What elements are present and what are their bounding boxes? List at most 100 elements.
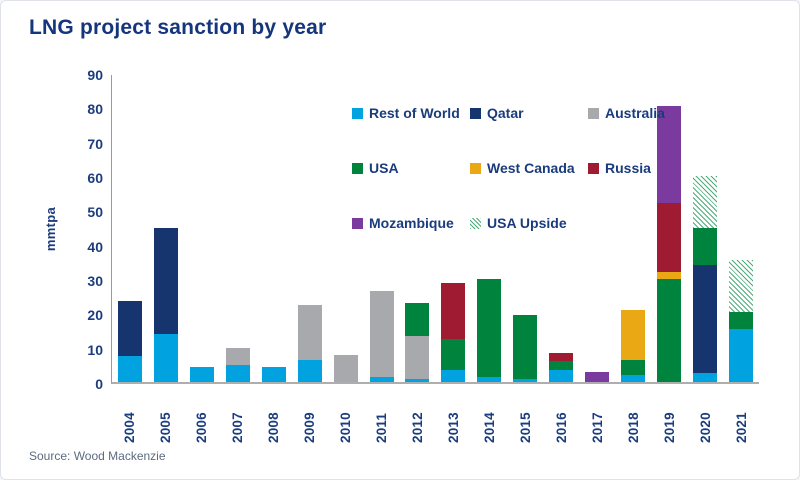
bar-slot-2017 [579, 75, 615, 382]
bar-segment-rest-of-world [225, 364, 250, 382]
legend-swatch [470, 162, 481, 174]
bar-segment-rest-of-world [153, 333, 178, 382]
x-axis-label-slot: 2007 [219, 391, 255, 443]
bar-segment-usa [657, 279, 682, 382]
y-axis-tick: 90 [87, 67, 103, 83]
bar-segment-usa [549, 361, 574, 370]
x-axis-labels: 2004 2005 2006 2007 2008 2009 2010 2011 2012 2013… [111, 391, 759, 443]
x-axis-label-slot: 2018 [615, 391, 651, 443]
bar-slot-2006 [184, 75, 220, 382]
x-axis-tick-label: 2020 [697, 412, 713, 443]
legend-swatch [352, 162, 363, 174]
legend-label: USA [369, 160, 399, 176]
legend-label: USA Upside [487, 215, 567, 231]
bar-slot-2008 [256, 75, 292, 382]
y-axis-tick: 80 [87, 101, 103, 118]
y-axis-tick: 20 [87, 307, 103, 324]
plot-area: Rest of World Qatar Australia USA West Canad… [111, 75, 759, 384]
legend-swatch [470, 107, 481, 119]
x-axis-tick-label: 2007 [229, 412, 245, 443]
bar-2021 [728, 260, 753, 382]
legend-item-australia: Australia [588, 105, 665, 121]
x-axis-tick-label: 2015 [517, 412, 533, 443]
bar-segment-usa-upside [692, 176, 717, 228]
legend-item-rest-of-world: Rest of World [352, 105, 470, 121]
x-axis-tick-label: 2009 [301, 412, 317, 443]
bar-segment-mozambique [585, 371, 610, 382]
legend-row: USA West Canada Russia [352, 160, 651, 176]
bar-segment-rest-of-world [261, 366, 286, 382]
x-axis-tick-label: 2018 [625, 412, 641, 443]
y-axis-tick: 10 [87, 341, 103, 358]
legend-item-russia: Russia [588, 160, 651, 176]
bar-slot-2020 [687, 75, 723, 382]
legend-row: Mozambique USA Upside [352, 215, 567, 231]
bar-slot-2012 [400, 75, 436, 382]
bar-segment-qatar [153, 227, 178, 334]
legend-item-mozambique: Mozambique [352, 215, 470, 231]
bar-segment-australia [405, 335, 430, 379]
bar-slot-2004 [112, 75, 148, 382]
bar-2015 [513, 315, 538, 382]
bar-segment-australia [333, 354, 358, 382]
bar-segment-usa [441, 339, 466, 370]
x-axis-label-slot: 2016 [543, 391, 579, 443]
bar-segment-rest-of-world [189, 366, 214, 382]
bar-segment-rest-of-world [549, 370, 574, 382]
x-axis-label-slot: 2009 [291, 391, 327, 443]
bar-2016 [549, 352, 574, 382]
x-axis-tick-label: 2006 [193, 412, 209, 443]
legend-label: West Canada [487, 160, 575, 176]
legend-swatch [352, 107, 363, 119]
bar-slot-2007 [220, 75, 256, 382]
legend-item-usa-upside: USA Upside [470, 215, 567, 231]
legend-item-usa: USA [352, 160, 470, 176]
bar-segment-russia [441, 282, 466, 340]
x-axis-label-slot: 2006 [183, 391, 219, 443]
x-axis-label-slot: 2020 [687, 391, 723, 443]
bar-2010 [333, 354, 358, 382]
bar-segment-rest-of-world [405, 378, 430, 382]
bar-segment-rest-of-world [369, 376, 394, 382]
legend-swatch [470, 217, 481, 229]
bar-segment-usa-upside [728, 260, 753, 312]
legend-label: Rest of World [369, 105, 460, 121]
y-axis-tick: 0 [95, 376, 103, 392]
legend-swatch [588, 162, 599, 174]
legend-swatch [588, 107, 599, 119]
bar-segment-usa [477, 279, 502, 377]
x-axis-tick-label: 2010 [337, 412, 353, 443]
bar-slot-2011 [364, 75, 400, 382]
bar-2006 [189, 366, 214, 382]
legend-row: Rest of World Qatar Australia [352, 105, 665, 121]
bar-2018 [621, 309, 646, 382]
x-axis-tick-label: 2011 [373, 412, 389, 443]
x-axis-label-slot: 2010 [327, 391, 363, 443]
bar-segment-mozambique [657, 105, 682, 204]
x-axis-tick-label: 2014 [481, 412, 497, 443]
bar-slot-2010 [328, 75, 364, 382]
bar-segment-usa [513, 315, 538, 379]
legend-item-qatar: Qatar [470, 105, 588, 121]
bar-segment-rest-of-world [441, 370, 466, 382]
x-axis-label-slot: 2019 [651, 391, 687, 443]
legend-label: Australia [605, 105, 665, 121]
bar-2014 [477, 279, 502, 382]
bars-container [112, 75, 759, 382]
bar-segment-qatar [692, 265, 717, 374]
source-note: Source: Wood Mackenzie [29, 449, 166, 463]
x-axis-tick-label: 2016 [553, 412, 569, 443]
bar-segment-australia [225, 347, 250, 365]
bar-2012 [405, 303, 430, 382]
x-axis-label-slot: 2013 [435, 391, 471, 443]
y-axis-ticks: 0 10 20 30 40 50 60 70 80 90 [61, 67, 103, 392]
legend-swatch [352, 217, 363, 229]
bar-segment-rest-of-world [477, 376, 502, 382]
legend-label: Russia [605, 160, 651, 176]
bar-2011 [369, 291, 394, 382]
bar-2009 [297, 304, 322, 382]
legend-label: Qatar [487, 105, 524, 121]
x-axis-tick-label: 2021 [733, 412, 749, 443]
bar-segment-qatar [117, 301, 142, 357]
